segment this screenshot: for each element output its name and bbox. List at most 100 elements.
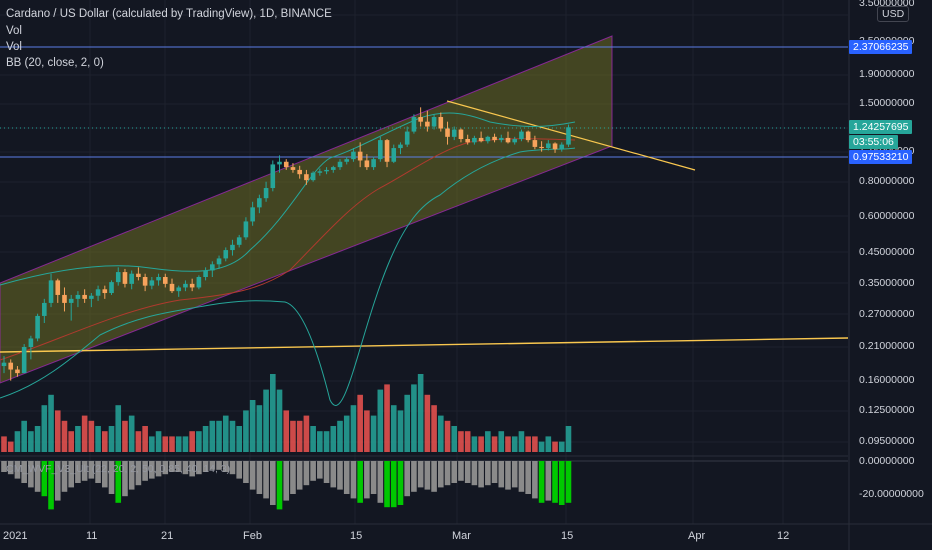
volume-bar: [397, 410, 404, 452]
candle: [546, 140, 551, 151]
bb-upper-band: [0, 112, 576, 286]
candle: [492, 133, 497, 143]
volume-bar: [276, 389, 283, 452]
oscillator-bar: [75, 461, 81, 483]
candle: [223, 247, 229, 262]
price-tick: 3.50000000: [859, 0, 915, 9]
volume-bar: [424, 394, 431, 452]
oscillator-bar: [518, 461, 525, 492]
oscillator-bar: [202, 461, 209, 472]
oscillator-bar: [411, 461, 417, 492]
oscillator-bar: [538, 461, 545, 503]
oscillator-bar: [323, 461, 330, 483]
oscillator-bar: [431, 461, 437, 492]
time-tick: Mar: [452, 530, 471, 542]
time-tick: Feb: [243, 530, 262, 542]
bb-lower-band: [0, 147, 576, 406]
candle: [82, 289, 87, 303]
volume-bar: [7, 441, 14, 452]
candle: [371, 156, 376, 170]
oscillator-bar: [498, 461, 505, 488]
volume-bar: [390, 405, 397, 452]
volume-bar: [202, 426, 209, 452]
oscillator-bar: [88, 461, 95, 479]
oscillator-bar: [41, 461, 48, 497]
price-tick: 0.21000000: [859, 340, 915, 352]
oscillator-bar: [485, 461, 491, 486]
candle: [89, 293, 94, 308]
candle: [189, 278, 195, 292]
candle: [263, 181, 269, 202]
volume-bar: [296, 420, 303, 452]
volume-bar: [511, 436, 518, 452]
oscillator-bar: [276, 461, 283, 510]
volume-bar: [135, 431, 142, 452]
candle: [472, 135, 477, 145]
candle: [230, 239, 235, 256]
volume-bar: [411, 384, 417, 452]
oscillator-bar: [81, 461, 88, 481]
volume-bar: [323, 431, 330, 452]
oscillator-label[interactable]: CM_WVF_V3_Ult (22, 20, 2, 50, 0.85, 40, …: [6, 463, 231, 475]
candle: [290, 163, 296, 173]
oscillator-bar: [471, 461, 478, 486]
candle: [525, 130, 531, 143]
volume-bar: [222, 415, 229, 452]
volume-bar: [54, 410, 61, 452]
volume-bar: [256, 405, 263, 452]
candle: [122, 268, 128, 288]
descending-trend-line: [446, 100, 696, 171]
price-tick: 0.60000000: [859, 210, 915, 222]
oscillator-bar: [343, 461, 350, 494]
volume-indicator-label-2[interactable]: Vol: [6, 41, 22, 53]
candle: [357, 142, 363, 168]
volume-indicator-label-1[interactable]: Vol: [6, 25, 22, 37]
volume-bar: [343, 415, 350, 452]
oscillator-bar: [61, 461, 68, 492]
oscillator-bar: [263, 461, 269, 499]
candle: [136, 267, 141, 281]
volume-bar: [95, 426, 101, 452]
oscillator-tick: -20.00000000: [859, 488, 924, 500]
volume-bar: [236, 426, 242, 452]
volume-bar: [149, 436, 155, 452]
oscillator-bar: [491, 461, 498, 483]
volume-bar: [310, 426, 316, 452]
candle: [304, 169, 309, 185]
candle: [324, 167, 329, 175]
volume-bar: [169, 436, 175, 452]
oscillator-bar: [364, 461, 370, 499]
candle: [196, 275, 202, 290]
oscillator-bar: [511, 461, 518, 488]
volume-bar: [81, 415, 88, 452]
oscillator-bar: [505, 461, 511, 490]
candle: [364, 154, 370, 170]
oscillator-bar: [229, 461, 236, 475]
candle: [149, 276, 155, 290]
volume-bar: [61, 420, 68, 452]
volume-bar: [498, 431, 505, 452]
oscillator-bar: [545, 461, 552, 501]
volume-bar: [68, 431, 74, 452]
oscillator-bar: [424, 461, 431, 490]
oscillator-bar: [532, 461, 538, 499]
candle: [243, 217, 249, 240]
volume-bar: [243, 410, 249, 452]
time-tick: 12: [777, 530, 790, 542]
candle: [445, 121, 450, 145]
volume-bar: [102, 431, 108, 452]
candle: [176, 285, 182, 297]
time-tick: 15: [350, 530, 363, 542]
candle: [552, 142, 558, 153]
currency-button[interactable]: USD: [877, 6, 910, 22]
volume-bars: [1, 374, 572, 452]
candle: [498, 134, 504, 143]
candle: [55, 278, 61, 303]
price-tick: 1.50000000: [859, 97, 915, 109]
volume-bar: [115, 405, 122, 452]
oscillator-bar: [115, 461, 122, 503]
bollinger-bands-label[interactable]: BB (20, close, 2, 0): [6, 57, 104, 69]
oscillator-bar: [357, 461, 363, 503]
oscillator-bar: [209, 461, 216, 470]
